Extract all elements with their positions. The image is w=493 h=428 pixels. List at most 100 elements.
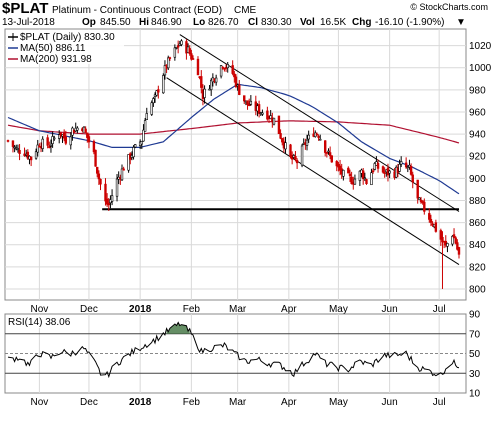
- close-value: 830.30: [261, 17, 292, 28]
- candle: [305, 134, 309, 151]
- candle: [429, 214, 433, 227]
- candle: [58, 130, 61, 144]
- ma200-line: [7, 120, 460, 144]
- candle: [327, 148, 330, 155]
- legend-price-label: $PLAT (Daily) 830.30: [20, 32, 115, 43]
- candle: [221, 66, 224, 70]
- ma200-path: [7, 120, 460, 144]
- volume-value: 16.5K: [320, 17, 346, 28]
- candle: [132, 145, 135, 160]
- rsi-x-tick-label: 2018: [129, 397, 152, 408]
- candle: [226, 62, 229, 73]
- rsi-legend-label: RSI(14) 38.06: [8, 317, 71, 328]
- candle: [409, 163, 413, 176]
- candle: [155, 90, 158, 97]
- rsi-x-tick-label: Jun: [382, 397, 398, 408]
- candle: [284, 136, 287, 154]
- candle: [6, 139, 10, 143]
- candle: [342, 169, 345, 181]
- candle: [48, 141, 51, 149]
- legend-ma200-label: MA(200) 931.98: [20, 54, 92, 65]
- rsi-y-tick-label: 90: [469, 310, 481, 321]
- candle: [423, 198, 426, 215]
- candle: [363, 172, 367, 182]
- candle: [272, 117, 276, 126]
- legend-background: [6, 30, 124, 64]
- candle: [18, 144, 21, 161]
- price-y-tick-label: 1000: [469, 63, 492, 74]
- candle: [457, 246, 461, 259]
- candle: [441, 231, 444, 289]
- legend-price: $PLAT (Daily) 830.30: [8, 32, 115, 43]
- candle: [266, 106, 269, 121]
- candle: [261, 109, 264, 116]
- rsi-legend-background: [6, 315, 78, 328]
- candle: [190, 49, 193, 61]
- candle: [72, 129, 76, 133]
- rsi-line: [7, 321, 460, 379]
- candle: [249, 95, 253, 106]
- candle: [64, 130, 68, 146]
- candle: [439, 228, 443, 246]
- candle: [398, 159, 401, 173]
- candle: [127, 154, 130, 173]
- price-y-tick-label: 840: [469, 240, 486, 251]
- candle: [388, 169, 391, 179]
- price-x-axis: Nov Dec 2018 Feb Mar Apr May Jun Jul: [30, 304, 445, 315]
- candle: [122, 166, 125, 171]
- candle: [29, 156, 33, 167]
- candle: [325, 151, 329, 158]
- rsi-y-tick-label: 70: [469, 329, 481, 340]
- price-y-tick-label: 860: [469, 218, 486, 229]
- candle: [428, 208, 431, 223]
- price-x-tick-label: 2018: [129, 304, 152, 315]
- change-value: -16.10 (-1.90%): [375, 17, 444, 28]
- candle: [371, 168, 375, 174]
- candle: [140, 140, 144, 149]
- candle: [145, 107, 148, 120]
- candle: [277, 115, 281, 134]
- price-x-tick-label: Jun: [382, 304, 398, 315]
- candle: [456, 239, 459, 251]
- price-x-tick-label: Jul: [433, 304, 446, 315]
- candle: [16, 144, 20, 153]
- candle: [416, 179, 419, 204]
- candle: [358, 170, 362, 186]
- candle: [233, 70, 236, 83]
- candle: [175, 46, 178, 50]
- candle: [191, 55, 195, 60]
- rsi-x-tick-label: Feb: [183, 397, 201, 408]
- candlesticks: [6, 39, 461, 289]
- candle: [338, 159, 342, 176]
- price-y-axis: 800 820 840 860 880 900 920 940 960 980 1000 1020: [469, 41, 492, 295]
- price-y-tick-label: 800: [469, 284, 486, 295]
- candle: [86, 132, 89, 143]
- candle: [34, 148, 38, 160]
- candle: [92, 139, 96, 155]
- candle: [69, 132, 72, 150]
- legend-ma200: MA(200) 931.98: [8, 54, 92, 65]
- price-y-tick-label: 900: [469, 174, 486, 185]
- low-label: Lo: [193, 17, 205, 28]
- candle: [157, 85, 160, 99]
- candle: [219, 64, 223, 79]
- watermark: © StockCharts.com: [410, 2, 488, 12]
- candle: [399, 156, 403, 168]
- candle: [243, 95, 246, 105]
- symbol-description: Platinum - Continuous Contract (EOD): [52, 5, 222, 16]
- legend-ma50: MA(50) 886.11: [8, 43, 86, 54]
- candle: [168, 56, 172, 61]
- candle: [323, 140, 327, 157]
- candle: [142, 124, 145, 142]
- candle: [404, 157, 408, 169]
- candle: [238, 80, 241, 96]
- candle: [134, 143, 137, 149]
- price-y-tick-label: 980: [469, 85, 486, 96]
- price-x-tick-label: May: [329, 304, 348, 315]
- open-label: Op: [82, 17, 96, 28]
- rsi-y-tick-label: 10: [469, 389, 481, 400]
- candle: [214, 74, 218, 86]
- candle: [373, 162, 376, 171]
